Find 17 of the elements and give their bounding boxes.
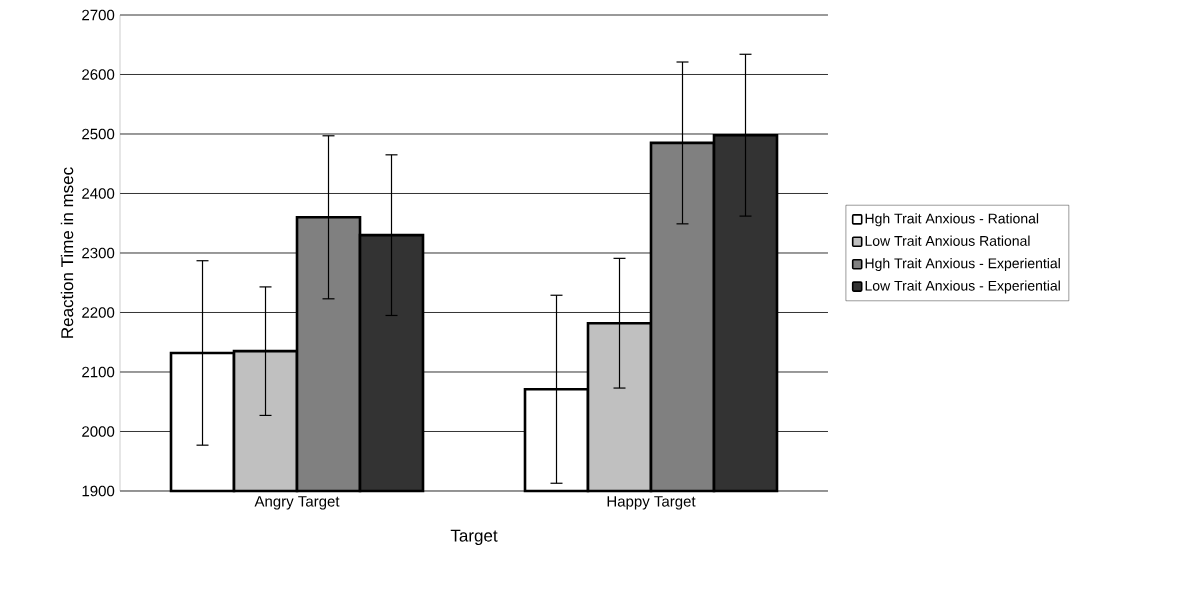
legend-label: Hgh Trait Anxious - Experiential: [865, 257, 1060, 272]
x-tick-label: Happy Target: [607, 496, 696, 510]
legend-label: Hgh Trait Anxious - Rational: [865, 213, 1039, 227]
y-tick-label: 2600: [82, 69, 115, 80]
y-tick-label: 2000: [82, 426, 115, 437]
y-axis-title: Reaction Time in msec: [60, 167, 74, 338]
legend-label: Low Trait Anxious - Experiential: [865, 280, 1060, 294]
y-tick-label: 2400: [82, 188, 115, 199]
legend-label: Low Trait Anxious Rational: [865, 235, 1030, 246]
y-tick-label: 2700: [82, 9, 115, 21]
y-tick-label: 2500: [82, 128, 115, 140]
y-tick-label: 2300: [82, 247, 115, 259]
x-tick-label: Angry Target: [254, 496, 340, 510]
y-tick-label: 2200: [82, 307, 115, 318]
y-tick-label: 1900: [82, 485, 115, 497]
y-tick-label: 2100: [82, 366, 115, 378]
x-axis-title: Target: [450, 529, 498, 546]
